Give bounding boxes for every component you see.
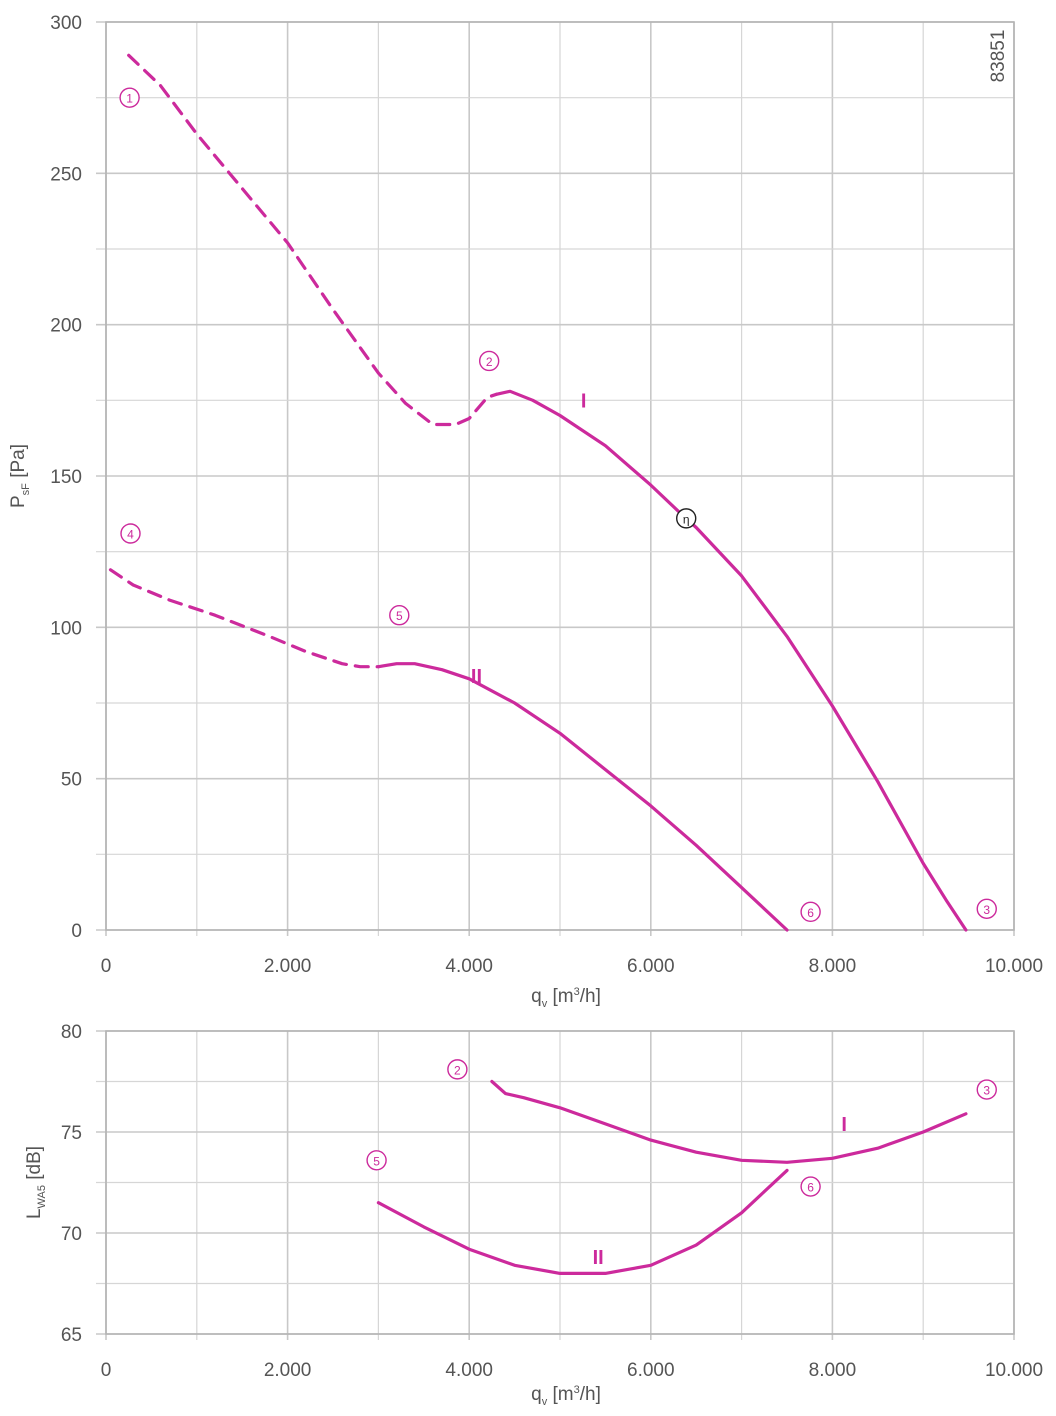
figure-number: 83851 [988,30,1009,83]
sound-y-axis-label-unit: [dB] [24,1146,45,1185]
sound-marker-3: 3 [976,1079,997,1100]
pressure-series-ii [108,568,789,932]
sound-marker-circle [976,1079,997,1100]
sound-series-i [490,1079,968,1164]
pressure-marker-label: η [683,512,690,526]
pressure-x-tick-label: 0 [101,956,112,977]
sound-plot-frame [105,1030,1015,1335]
pressure-marker-circle [389,605,410,626]
pressure-y-tick-label: 250 [50,164,82,185]
sound-marker-2: 2 [447,1059,468,1080]
sound-marker-label: 3 [983,1084,990,1098]
sound-marker-label: 6 [807,1181,814,1195]
pressure-marker-4: 4 [120,523,141,544]
pressure-curve-label-i: I [581,390,587,412]
pressure-y-tick-label: 50 [61,770,82,791]
pressure-marker-circle [976,898,997,920]
pressure-y-axis-label-unit: [Pa] [8,444,29,483]
pressure-x-axis-label-unit: [m [547,986,573,1007]
pressure-marker-circle [800,901,821,923]
pressure-marker-label: 2 [486,355,493,369]
sound-x-axis-label-unit-end: /h] [580,1384,601,1405]
sound-marker-circle [447,1059,468,1080]
pressure-grid [96,21,1015,936]
pressure-y-axis-label-sub: sF [20,483,32,496]
pressure-x-axis-label-sup: 3 [574,986,580,998]
sound-y-axis-label-base: L [24,1208,45,1219]
pressure-marker-circle [119,87,140,108]
sound-y-tick-label: 80 [61,1022,82,1043]
sound-x-tick-label: 2.000 [264,1360,312,1381]
sound-series-i-line [490,1079,968,1164]
sound-marker-label: 5 [373,1154,380,1168]
pressure-series-i-line [494,389,968,932]
pressure-x-tick-label: 4.000 [445,956,493,977]
pressure-x-axis-label-sub: v [542,998,548,1010]
pressure-y-tick-label: 300 [50,13,82,34]
pressure-marker-label: 4 [127,528,134,542]
pressure-x-tick-label: 8.000 [809,956,857,977]
pressure-x-axis-label-unit-end: /h] [580,986,601,1007]
sound-x-axis-label-base: q [531,1384,542,1405]
pressure-marker-label: 5 [396,609,403,623]
sound-series-ii-line [376,1168,789,1275]
pressure-x-axis-label: qv [m3/h] [531,986,601,1010]
sound-x-tick-label: 10.000 [985,1360,1043,1381]
sound-series-ii [376,1168,789,1275]
pressure-x-tick-label: 6.000 [627,956,675,977]
pressure-marker-circle [120,523,141,544]
sound-grid [96,1030,1015,1340]
sound-marker-6: 6 [800,1176,821,1197]
pressure-y-tick-label: 200 [50,316,82,337]
pressure-marker-eta: η [676,508,697,529]
sound-x-tick-label: 4.000 [445,1360,493,1381]
sound-curve-label-ii: II [593,1247,604,1269]
sound-x-tick-label: 6.000 [627,1360,675,1381]
pressure-y-tick-label: 150 [50,467,82,488]
sound-x-tick-label: 8.000 [809,1360,857,1381]
sound-x-axis-label-unit: [m [547,1384,573,1405]
pressure-marker-circle [676,508,697,529]
pressure-y-tick-label: 0 [71,921,82,942]
pressure-marker-6: 6 [800,901,821,923]
pressure-x-axis-label-base: q [531,986,542,1007]
pressure-plot-frame [105,21,1015,931]
pressure-curve-chart: 0 2.000 4.000 6.000 8.000 10.000 0 50 100 150 200 2… [8,13,1043,1010]
sound-marker-label: 2 [454,1063,461,1077]
pressure-marker-label: 3 [983,903,990,917]
pressure-series-i [127,53,968,932]
pressure-x-tick-label: 2.000 [264,956,312,977]
pressure-y-tick-label: 100 [50,618,82,639]
sound-x-axis-label: qv [m3/h] [531,1384,601,1408]
pressure-marker-circle [478,350,500,372]
sound-curve-label-i: I [841,1114,847,1136]
sound-y-axis-label: LWA5 [dB] [24,1146,48,1219]
sound-x-axis-label-sub: v [542,1396,548,1408]
sound-x-tick-label: 0 [101,1360,112,1381]
sound-y-axis-label-sub: WA5 [36,1185,48,1208]
sound-y-tick-label: 70 [61,1224,82,1245]
pressure-curve-label-ii: II [471,666,482,688]
pressure-series-ii-line [376,662,789,932]
pressure-series-i-dashed-line [127,53,498,427]
pressure-y-axis-label: PsF [Pa] [8,444,32,508]
pressure-marker-label: 6 [807,906,814,920]
sound-x-axis-label-sup: 3 [574,1384,580,1396]
pressure-marker-1: 1 [119,87,140,108]
pressure-marker-5: 5 [389,605,410,626]
pressure-marker-3: 3 [976,898,997,920]
sound-marker-5: 5 [366,1150,387,1171]
pressure-series-ii-dashed-line [108,568,380,669]
pressure-y-axis-label-base: P [8,495,29,508]
sound-y-tick-label: 75 [61,1123,82,1144]
pressure-x-tick-label: 10.000 [985,956,1043,977]
pressure-marker-label: 1 [126,92,133,106]
pressure-marker-2: 2 [478,350,500,372]
sound-y-tick-label: 65 [61,1325,82,1346]
sound-marker-circle [366,1150,387,1171]
sound-marker-circle [800,1176,821,1197]
